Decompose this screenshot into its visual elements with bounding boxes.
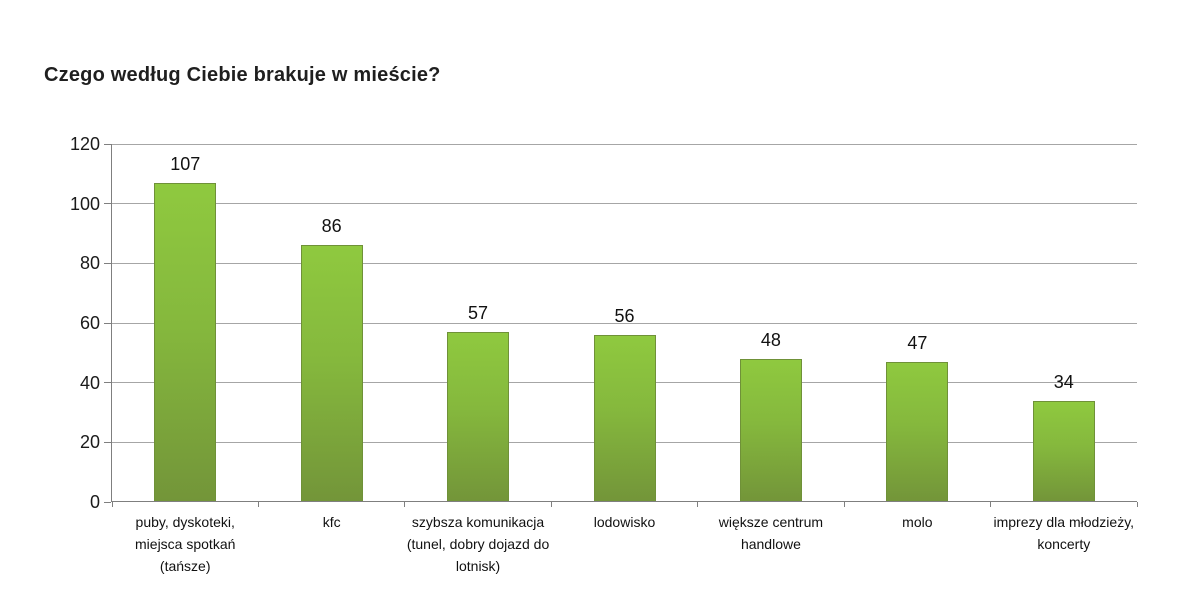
x-axis-tick xyxy=(1136,502,1138,507)
category-label: większe centrum handlowe xyxy=(718,514,824,552)
chart-title: Czego według Ciebie brakuje w mieście? xyxy=(44,64,441,86)
bar xyxy=(1032,400,1095,502)
y-axis-tick-label: 0 xyxy=(89,492,100,512)
bar-value-label: 34 xyxy=(1053,371,1074,392)
y-axis-tick xyxy=(104,382,111,384)
y-axis-tick xyxy=(104,203,111,205)
y-axis-tick-label: 20 xyxy=(79,432,100,453)
bar-value-label: 56 xyxy=(614,305,635,326)
y-axis-tick xyxy=(104,143,111,145)
x-axis-tick xyxy=(990,502,992,507)
bar-value-label: 57 xyxy=(468,302,489,323)
y-axis-tick-label: 80 xyxy=(79,253,100,274)
y-axis-tick-label: 100 xyxy=(69,193,100,214)
category-label: molo xyxy=(902,514,933,530)
gridline xyxy=(112,143,1137,145)
bar-value-label: 107 xyxy=(170,153,201,174)
bar xyxy=(447,331,510,502)
bar xyxy=(154,182,217,502)
y-axis-tick-label: 60 xyxy=(79,313,100,333)
category-label: kfc xyxy=(322,514,341,530)
y-axis-tick xyxy=(104,441,111,443)
bar-value-label: 47 xyxy=(907,332,928,353)
plot-area: 0 20 40 60 80 100 120 107 puby, dyskoteki, miejs… xyxy=(70,134,1138,574)
y-axis-tick-label: 40 xyxy=(79,372,100,393)
y-axis-line xyxy=(111,144,112,502)
x-axis-tick xyxy=(697,502,699,507)
bar xyxy=(886,361,949,502)
category-label: puby, dyskoteki, miejsca spotkań (tańsze… xyxy=(135,514,236,574)
category-label: imprezy dla młodzieży, koncerty xyxy=(993,514,1135,552)
gridline xyxy=(112,322,1137,324)
x-axis-tick xyxy=(843,502,845,507)
category-label: lodowisko xyxy=(593,514,656,530)
x-axis-tick xyxy=(257,502,259,507)
bar xyxy=(593,334,656,502)
gridline xyxy=(112,203,1137,205)
y-axis-tick xyxy=(104,262,111,264)
y-axis-tick xyxy=(104,501,111,503)
x-axis-line xyxy=(111,501,1137,502)
x-axis-tick xyxy=(550,502,552,507)
gridline xyxy=(112,262,1137,264)
bar xyxy=(300,245,363,502)
bar xyxy=(739,358,802,502)
y-axis-tick-label: 120 xyxy=(69,134,100,154)
x-axis-tick xyxy=(404,502,406,507)
bar-value-label: 48 xyxy=(760,329,781,350)
category-label: szybsza komunikacja (tunel, dobry dojazd… xyxy=(406,514,550,574)
x-axis-tick xyxy=(111,502,113,507)
bar-value-label: 86 xyxy=(321,216,342,237)
y-axis-tick xyxy=(104,322,111,324)
